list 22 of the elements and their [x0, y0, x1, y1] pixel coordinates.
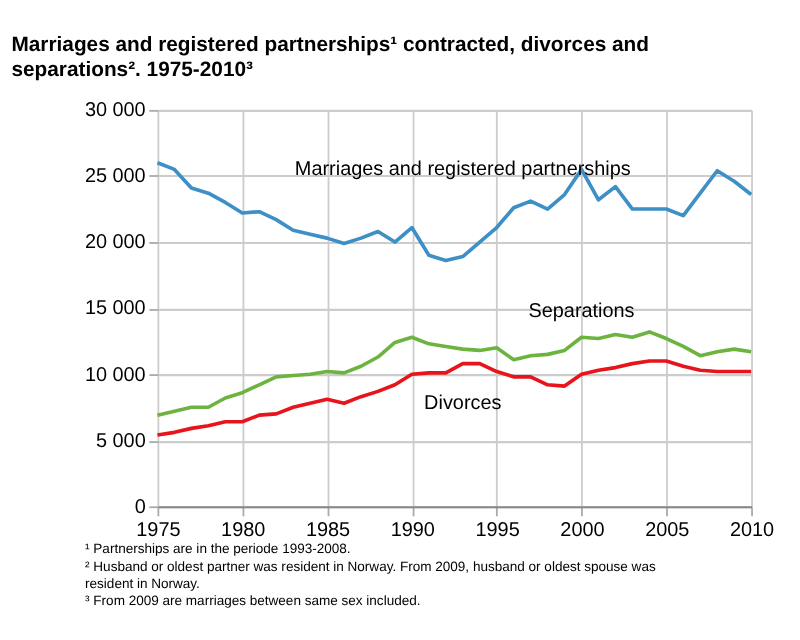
series-label: Divorces: [424, 392, 502, 415]
x-tick-label: 1985: [305, 520, 352, 543]
x-tick-label: 1990: [390, 520, 436, 543]
x-tick-label: 1995: [475, 520, 521, 543]
x-tick-label: 2010: [729, 520, 776, 543]
y-tick-label: 5 000: [95, 430, 147, 453]
y-tick-label: 10 000: [84, 364, 147, 387]
x-tick-label: 1975: [136, 520, 182, 543]
y-tick-label: 25 000: [84, 166, 147, 189]
y-tick-label: 30 000: [84, 100, 147, 123]
y-tick-label: 15 000: [84, 298, 147, 321]
line-series: [155, 330, 753, 417]
chart-title: Marriages and registered partnerships¹ contracted, divorces and separations². 1975-2010³: [11, 35, 649, 83]
x-tick-label: 2005: [645, 520, 691, 543]
y-tick-label: 20 000: [84, 232, 147, 255]
series-label: Marriages and registered partnerships: [294, 159, 631, 182]
y-tick-label: 0: [134, 496, 147, 519]
line-series: [155, 359, 753, 437]
series-label: Separations: [528, 301, 635, 324]
x-tick-label: 2000: [560, 520, 606, 543]
line-series: [155, 160, 753, 263]
x-tick-label: 1980: [221, 520, 267, 543]
